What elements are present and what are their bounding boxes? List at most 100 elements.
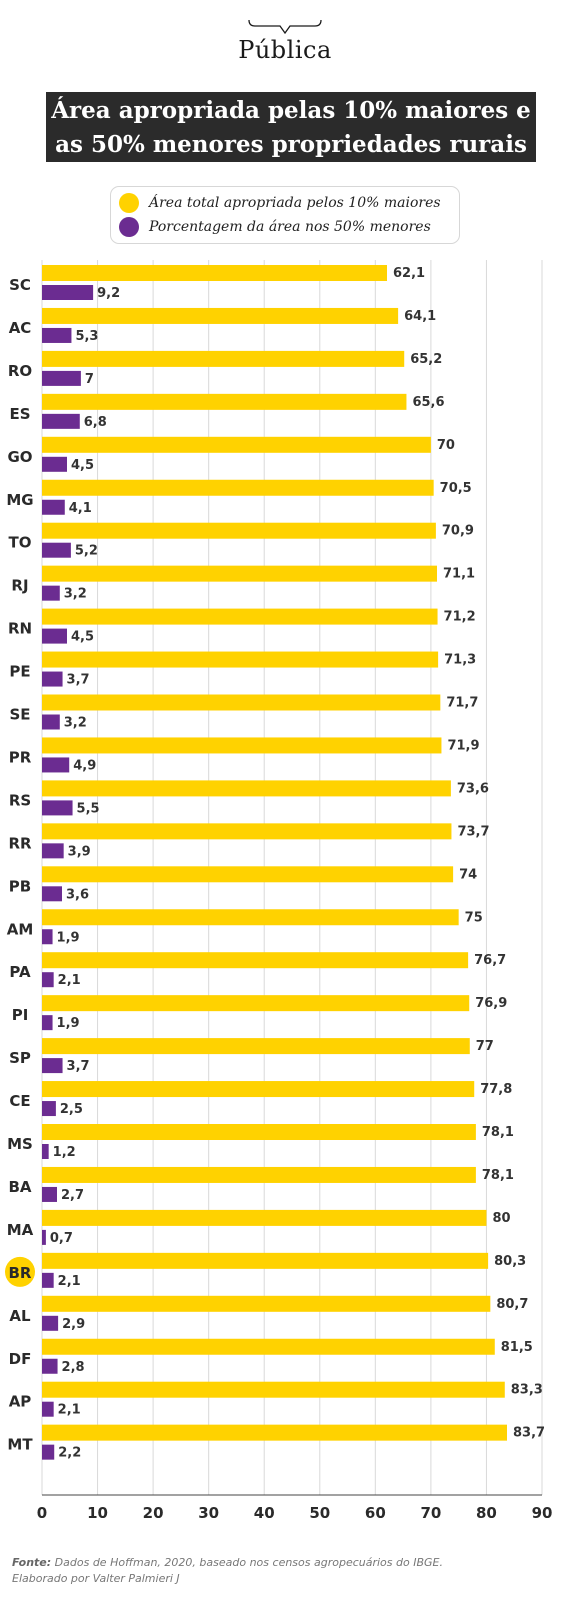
category-label-MG: MG — [6, 491, 33, 509]
x-tick-label-20: 20 — [143, 1504, 164, 1522]
category-label-PR: PR — [9, 748, 32, 766]
bar-purple-RN — [42, 628, 67, 644]
bar-purple-SE — [42, 714, 60, 730]
value-label-purple-SC: 9,2 — [97, 286, 120, 301]
bar-purple-MG — [42, 499, 65, 515]
value-label-yellow-AP: 83,3 — [511, 1383, 543, 1398]
bar-yellow-AM — [42, 909, 459, 926]
x-tick-label-60: 60 — [365, 1504, 386, 1522]
value-label-purple-CE: 2,5 — [60, 1102, 83, 1117]
value-label-purple-MS: 1,2 — [53, 1145, 76, 1160]
value-label-yellow-RS: 73,6 — [457, 781, 489, 796]
value-label-yellow-BR: 80,3 — [494, 1254, 526, 1269]
value-label-yellow-AM: 75 — [465, 910, 483, 925]
bar-yellow-BR — [42, 1252, 489, 1269]
bar-yellow-RR — [42, 823, 452, 840]
bar-yellow-PI — [42, 995, 470, 1012]
bar-yellow-TO — [42, 522, 436, 539]
chart-title-line-1: Área apropriada pelas 10% maiores e — [51, 97, 531, 124]
category-label-MS: MS — [7, 1135, 33, 1153]
logo-wordmark: Pública — [238, 36, 332, 64]
credit-note: Elaborado por Valter Palmieri J — [12, 1572, 180, 1585]
source-text: Dados de Hoffman, 2020, baseado nos cens… — [51, 1556, 443, 1569]
value-label-yellow-PR: 71,9 — [447, 738, 479, 753]
bar-purple-AC — [42, 327, 72, 343]
category-label-RS: RS — [9, 791, 31, 809]
value-label-purple-PI: 1,9 — [57, 1016, 80, 1031]
value-label-yellow-BA: 78,1 — [482, 1168, 514, 1183]
bar-yellow-SP — [42, 1038, 470, 1055]
value-label-purple-RN: 4,5 — [71, 630, 94, 645]
bar-purple-DF — [42, 1358, 58, 1374]
category-label-MA: MA — [7, 1221, 34, 1239]
bar-yellow-PE — [42, 651, 439, 668]
source-label: Fonte: — [12, 1556, 52, 1569]
category-label-ES: ES — [9, 405, 30, 423]
x-tick-label-90: 90 — [532, 1504, 553, 1522]
chart-title: Área apropriada pelas 10% maiores e as 5… — [46, 92, 536, 162]
bar-purple-GO — [42, 456, 67, 472]
value-label-yellow-CE: 77,8 — [480, 1082, 512, 1097]
bar-purple-BR — [42, 1272, 54, 1288]
category-label-BA: BA — [8, 1178, 31, 1196]
bar-yellow-RJ — [42, 565, 437, 582]
value-label-purple-MG: 4,1 — [69, 501, 92, 516]
bar-purple-CE — [42, 1101, 56, 1117]
value-label-purple-RR: 3,9 — [68, 844, 91, 859]
value-label-yellow-MT: 83,7 — [513, 1426, 545, 1441]
value-label-yellow-SC: 62,1 — [393, 266, 425, 281]
value-label-purple-AC: 5,3 — [75, 329, 98, 344]
value-label-purple-AL: 2,9 — [62, 1317, 85, 1332]
value-label-yellow-PA: 76,7 — [474, 953, 506, 968]
category-label-AM: AM — [7, 920, 34, 938]
category-label-SE: SE — [9, 706, 30, 724]
category-label-RO: RO — [8, 362, 32, 380]
value-label-yellow-RN: 71,2 — [444, 610, 476, 625]
value-label-yellow-MG: 70,5 — [440, 481, 472, 496]
value-label-yellow-PB: 74 — [459, 867, 477, 882]
bar-purple-BA — [42, 1186, 57, 1202]
bar-purple-PR — [42, 757, 70, 773]
value-label-purple-PE: 3,7 — [67, 673, 90, 688]
bar-yellow-PB — [42, 866, 454, 883]
category-label-CE: CE — [9, 1092, 30, 1110]
value-label-yellow-RJ: 71,1 — [443, 567, 475, 582]
bar-yellow-SE — [42, 694, 441, 711]
bar-yellow-RS — [42, 780, 451, 797]
bar-purple-AL — [42, 1315, 59, 1331]
bar-yellow-PA — [42, 952, 469, 969]
category-label-RR: RR — [8, 834, 32, 852]
bar-yellow-DF — [42, 1338, 495, 1355]
bar-purple-MA — [42, 1229, 46, 1245]
bar-purple-ES — [42, 413, 80, 429]
x-tick-label-70: 70 — [420, 1504, 441, 1522]
value-label-purple-MT: 2,2 — [58, 1446, 81, 1461]
category-label-BR: BR — [9, 1264, 32, 1282]
category-label-TO: TO — [9, 534, 32, 552]
category-label-GO: GO — [7, 448, 32, 466]
bar-yellow-MA — [42, 1209, 487, 1226]
source-note: Fonte: Dados de Hoffman, 2020, baseado n… — [12, 1555, 562, 1571]
value-label-purple-GO: 4,5 — [71, 458, 94, 473]
bar-purple-PB — [42, 886, 62, 902]
legend-swatch-purple — [119, 217, 139, 237]
category-label-PE: PE — [9, 663, 30, 681]
value-label-purple-SE: 3,2 — [64, 716, 87, 731]
bar-yellow-GO — [42, 436, 431, 453]
legend-swatch-yellow — [119, 193, 139, 213]
bar-purple-PI — [42, 1015, 53, 1031]
value-label-yellow-GO: 70 — [437, 438, 455, 453]
value-label-yellow-RR: 73,7 — [457, 824, 489, 839]
bar-purple-TO — [42, 542, 71, 558]
bar-yellow-CE — [42, 1081, 475, 1098]
category-label-SP: SP — [9, 1049, 31, 1067]
legend-label-yellow: Área total apropriada pelos 10% maiores — [149, 195, 441, 211]
bar-purple-AP — [42, 1401, 54, 1417]
value-label-purple-RJ: 3,2 — [64, 587, 87, 602]
value-label-purple-AM: 1,9 — [57, 930, 80, 945]
value-label-purple-RS: 5,5 — [77, 801, 100, 816]
chart-title-line-2: as 50% menores propriedades rurais — [55, 131, 527, 158]
bar-yellow-PR — [42, 737, 442, 754]
bar-yellow-SC — [42, 265, 387, 281]
legend-item-purple: Porcentagem da área nos 50% menores — [119, 216, 431, 238]
